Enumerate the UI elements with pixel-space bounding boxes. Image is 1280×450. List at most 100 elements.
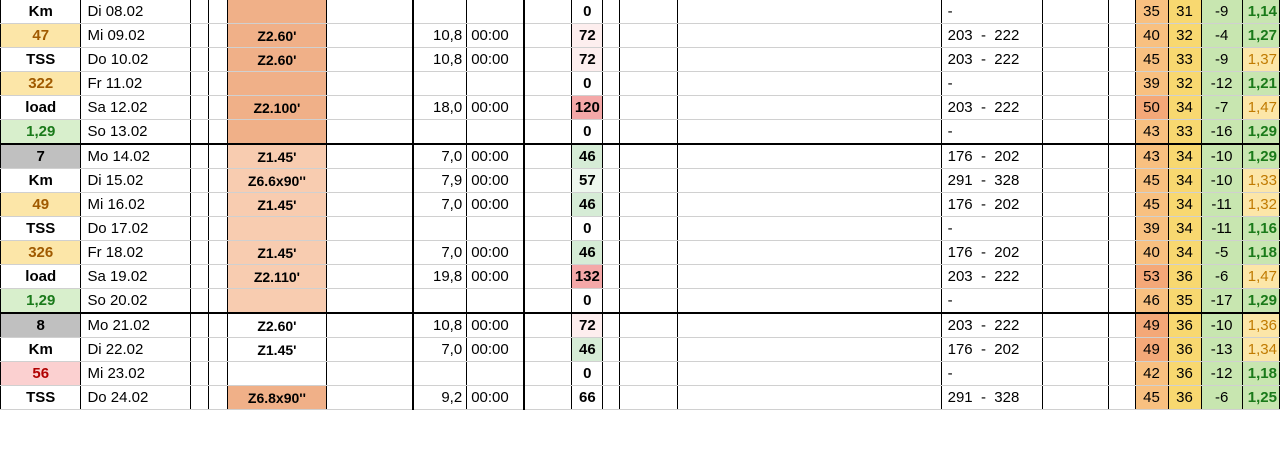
blank-cell[interactable]: [208, 95, 228, 120]
blank-cell[interactable]: [602, 192, 620, 217]
ratio-cell[interactable]: 1,14: [1242, 0, 1280, 24]
blank-cell[interactable]: [524, 361, 573, 386]
duration-cell[interactable]: [466, 0, 526, 24]
atl-cell[interactable]: 50: [1135, 95, 1169, 120]
blank-cell[interactable]: [208, 216, 228, 241]
ratio-cell[interactable]: 1,18: [1242, 240, 1280, 265]
duration-cell[interactable]: 00:00: [466, 23, 526, 48]
blank-cell[interactable]: [677, 119, 942, 145]
blank-cell[interactable]: [1108, 288, 1136, 314]
tsb-cell[interactable]: -16: [1201, 119, 1243, 145]
ratio-cell[interactable]: 1,36: [1242, 312, 1280, 338]
blank-cell[interactable]: [524, 95, 573, 120]
tss-cell[interactable]: 120: [571, 95, 604, 120]
blank-cell[interactable]: [1042, 385, 1109, 410]
summary-label-cell[interactable]: 1,29: [0, 288, 82, 314]
blank-cell[interactable]: [1042, 47, 1109, 72]
blank-cell[interactable]: [326, 385, 415, 410]
blank-cell[interactable]: [1042, 361, 1109, 386]
duration-cell[interactable]: [466, 71, 526, 96]
blank-cell[interactable]: [677, 192, 942, 217]
tsb-cell[interactable]: -11: [1201, 216, 1243, 241]
ratio-cell[interactable]: 1,33: [1242, 168, 1280, 193]
blank-cell[interactable]: [326, 240, 415, 265]
ctl-cell[interactable]: 34: [1168, 95, 1202, 120]
hr-range-cell[interactable]: 176 - 202: [941, 143, 1043, 169]
duration-cell[interactable]: 00:00: [466, 312, 526, 338]
blank-cell[interactable]: [677, 312, 942, 338]
blank-cell[interactable]: [190, 143, 210, 169]
atl-cell[interactable]: 45: [1135, 192, 1169, 217]
atl-cell[interactable]: 42: [1135, 361, 1169, 386]
distance-cell[interactable]: [413, 361, 468, 386]
blank-cell[interactable]: [208, 47, 228, 72]
summary-label-cell[interactable]: 49: [0, 192, 82, 217]
tss-cell[interactable]: 0: [571, 119, 604, 145]
blank-cell[interactable]: [208, 240, 228, 265]
blank-cell[interactable]: [524, 385, 573, 410]
blank-cell[interactable]: [326, 168, 415, 193]
duration-cell[interactable]: [466, 216, 526, 241]
hr-range-cell[interactable]: 176 - 202: [941, 337, 1043, 362]
blank-cell[interactable]: [208, 168, 228, 193]
tss-cell[interactable]: 72: [571, 312, 604, 338]
blank-cell[interactable]: [1108, 312, 1136, 338]
blank-cell[interactable]: [1108, 240, 1136, 265]
summary-label-cell[interactable]: 322: [0, 71, 82, 96]
date-cell[interactable]: So 13.02: [80, 119, 191, 145]
distance-cell[interactable]: 9,2: [413, 385, 468, 410]
workout-cell[interactable]: Z1.45': [227, 143, 327, 169]
blank-cell[interactable]: [524, 23, 573, 48]
blank-cell[interactable]: [677, 143, 942, 169]
tsb-cell[interactable]: -7: [1201, 95, 1243, 120]
blank-cell[interactable]: [524, 119, 573, 145]
workout-cell[interactable]: Z1.45': [227, 192, 327, 217]
date-cell[interactable]: Di 08.02: [80, 0, 191, 24]
distance-cell[interactable]: 7,0: [413, 192, 468, 217]
hr-range-cell[interactable]: 176 - 202: [941, 240, 1043, 265]
summary-label-cell[interactable]: TSS: [0, 216, 82, 241]
ratio-cell[interactable]: 1,47: [1242, 264, 1280, 289]
ratio-cell[interactable]: 1,21: [1242, 71, 1280, 96]
blank-cell[interactable]: [619, 168, 678, 193]
blank-cell[interactable]: [326, 0, 415, 24]
blank-cell[interactable]: [1042, 240, 1109, 265]
blank-cell[interactable]: [326, 71, 415, 96]
blank-cell[interactable]: [602, 264, 620, 289]
summary-label-cell[interactable]: load: [0, 95, 82, 120]
blank-cell[interactable]: [190, 71, 210, 96]
blank-cell[interactable]: [602, 216, 620, 241]
blank-cell[interactable]: [190, 23, 210, 48]
blank-cell[interactable]: [677, 71, 942, 96]
ratio-cell[interactable]: 1,16: [1242, 216, 1280, 241]
distance-cell[interactable]: 7,0: [413, 240, 468, 265]
summary-label-cell[interactable]: 326: [0, 240, 82, 265]
tsb-cell[interactable]: -10: [1201, 312, 1243, 338]
blank-cell[interactable]: [1042, 168, 1109, 193]
blank-cell[interactable]: [524, 143, 573, 169]
duration-cell[interactable]: [466, 119, 526, 145]
tss-cell[interactable]: 46: [571, 192, 604, 217]
blank-cell[interactable]: [326, 337, 415, 362]
ctl-cell[interactable]: 36: [1168, 312, 1202, 338]
blank-cell[interactable]: [524, 312, 573, 338]
hr-range-cell[interactable]: 291 - 328: [941, 168, 1043, 193]
date-cell[interactable]: Do 24.02: [80, 385, 191, 410]
blank-cell[interactable]: [602, 361, 620, 386]
ctl-cell[interactable]: 36: [1168, 264, 1202, 289]
blank-cell[interactable]: [326, 361, 415, 386]
hr-range-cell[interactable]: -: [941, 288, 1043, 314]
blank-cell[interactable]: [190, 337, 210, 362]
blank-cell[interactable]: [524, 264, 573, 289]
tss-cell[interactable]: 46: [571, 143, 604, 169]
blank-cell[interactable]: [1108, 0, 1136, 24]
hr-range-cell[interactable]: 291 - 328: [941, 385, 1043, 410]
tsb-cell[interactable]: -5: [1201, 240, 1243, 265]
atl-cell[interactable]: 46: [1135, 288, 1169, 314]
hr-range-cell[interactable]: 203 - 222: [941, 23, 1043, 48]
tss-cell[interactable]: 57: [571, 168, 604, 193]
ctl-cell[interactable]: 34: [1168, 192, 1202, 217]
hr-range-cell[interactable]: 203 - 222: [941, 312, 1043, 338]
workout-cell[interactable]: Z2.60': [227, 23, 327, 48]
blank-cell[interactable]: [619, 0, 678, 24]
